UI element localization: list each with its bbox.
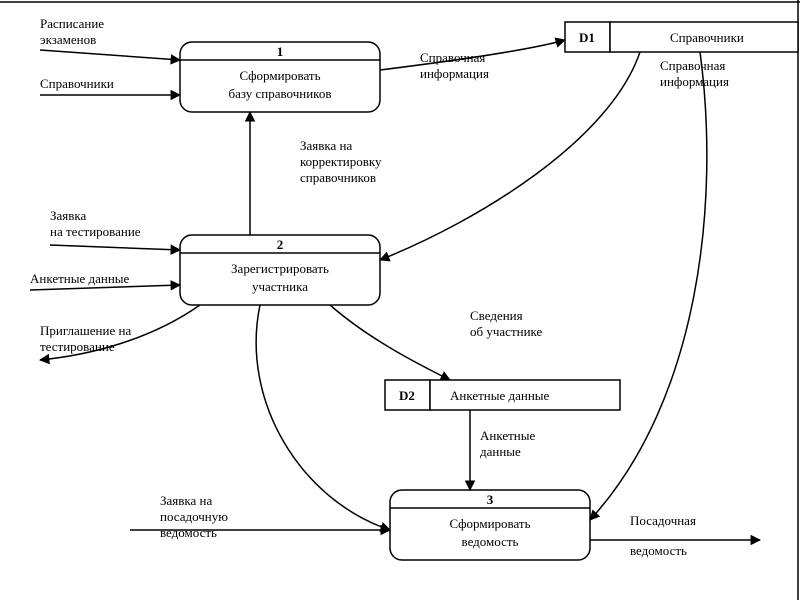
process-3-title-l1: Сформировать (449, 516, 530, 531)
flow-label-inp3-l2: посадочную (160, 509, 228, 524)
flow-label-in-p1a-l2: экзаменов (40, 32, 96, 47)
flow-label-p2p1-l3: справочников (300, 170, 376, 185)
flow-label-d2p3-l1: Анкетные (480, 428, 535, 443)
flow-p2-to-d2 (330, 305, 450, 380)
flow-label-p2p1-l1: Заявка на (300, 138, 352, 153)
flow-label-p2out-l2: тестирование (40, 339, 115, 354)
flow-label-inp2b: Анкетные данные (30, 271, 130, 286)
process-2-title-l2: участника (252, 279, 308, 294)
process-3-number: 3 (487, 492, 494, 507)
flow-label-p3out-l1: Посадочная (630, 513, 696, 528)
flow-label-inp3-l3: ведомость (160, 525, 217, 540)
process-1-number: 1 (277, 44, 284, 59)
flow-label-p1d1-l2: информация (420, 66, 489, 81)
flow-label-in-p1a-l1: Расписание (40, 16, 104, 31)
flow-label-d1out-l1: Справочная (660, 58, 725, 73)
flow-d1-to-p3 (590, 52, 707, 520)
process-1-title-l1: Сформировать (239, 68, 320, 83)
datastore-d1-code: D1 (579, 30, 595, 45)
flow-label-p2d2-l2: об участнике (470, 324, 543, 339)
flow-label-inp3-l1: Заявка на (160, 493, 212, 508)
flow-p2-to-p3 (256, 305, 390, 530)
flow-label-p2out-l1: Приглашение на (40, 323, 131, 338)
flow-label-inp2a-l1: Заявка (50, 208, 87, 223)
flow-zayavka-test (50, 245, 180, 250)
flow-label-in-p1b: Справочники (40, 76, 114, 91)
flow-raspisanie-examenov (40, 50, 180, 60)
flow-label-d1out-l2: информация (660, 74, 729, 89)
flow-label-p2d2-l1: Сведения (470, 308, 523, 323)
process-1-title-l2: базу справочников (229, 86, 332, 101)
process-1: 1 Сформировать базу справочников (180, 42, 380, 112)
flow-label-p2p1-l2: корректировку (300, 154, 382, 169)
process-3: 3 Сформировать ведомость (390, 490, 590, 560)
datastore-d2: D2 Анкетные данные (385, 380, 620, 410)
datastore-d2-label: Анкетные данные (450, 388, 550, 403)
datastore-d1-label: Справочники (670, 30, 744, 45)
process-2-title-l1: Зарегистрировать (231, 261, 329, 276)
process-3-title-l2: ведомость (462, 534, 519, 549)
flow-label-inp2a-l2: на тестирование (50, 224, 141, 239)
dfd-diagram: 1 Сформировать базу справочников 2 Зарег… (0, 0, 800, 600)
flow-d1-to-p2 (380, 52, 640, 260)
datastore-d1: D1 Справочники (565, 22, 798, 52)
flow-label-d2p3-l2: данные (480, 444, 521, 459)
flow-label-p3out-l2: ведомость (630, 543, 687, 558)
flow-label-p1d1-l1: Справочная (420, 50, 485, 65)
datastore-d2-code: D2 (399, 388, 415, 403)
process-2: 2 Зарегистрировать участника (180, 235, 380, 305)
process-2-number: 2 (277, 237, 284, 252)
